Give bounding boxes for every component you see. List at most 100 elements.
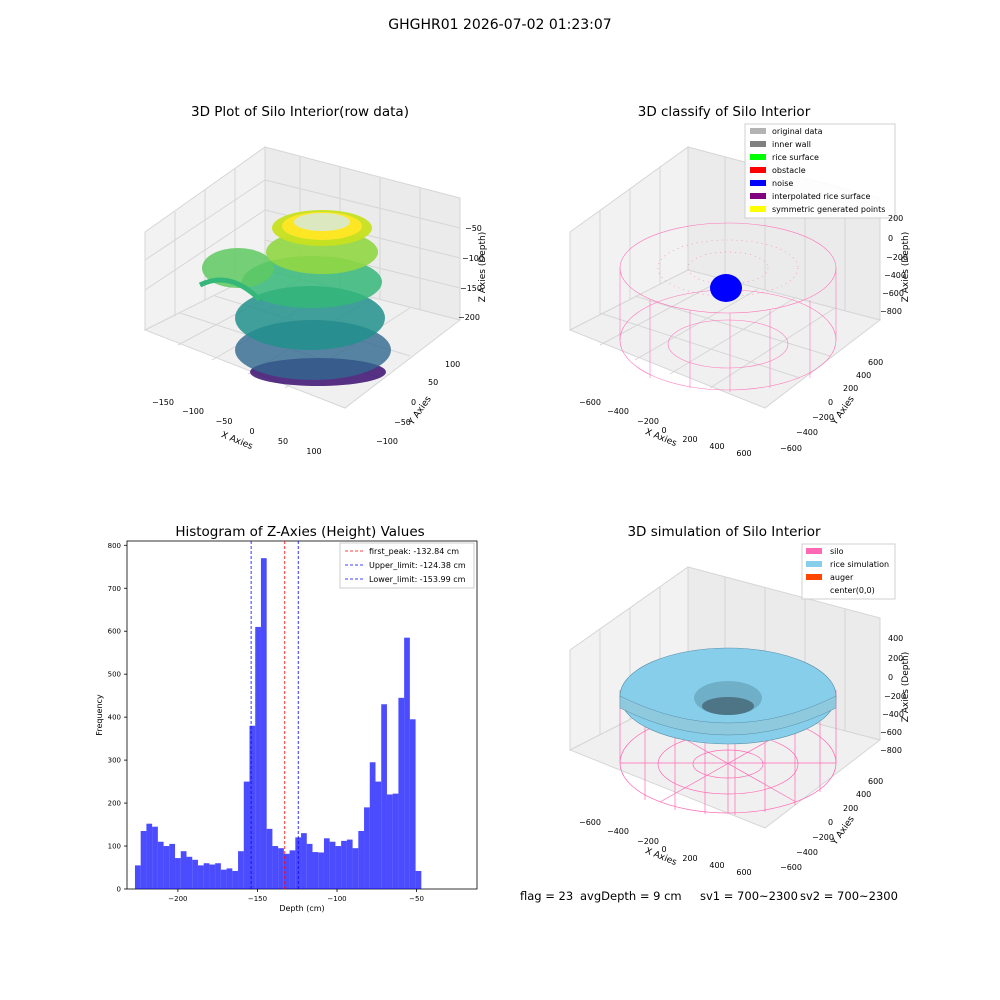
classify-legend: original data inner wall rice surface ob… [744,123,896,219]
histogram-bar [255,626,261,889]
classify-axes-box [568,146,882,409]
simulation-x-tick: −600 [579,818,601,827]
histogram-bar [203,863,210,889]
simulation-z-tick: −200 [884,692,906,701]
legend-label: auger [830,573,854,582]
legend-label: first_peak: -132.84 cm [369,547,459,556]
histogram-bar [249,725,256,889]
histogram-bar [163,846,170,889]
histogram-bar [398,697,405,889]
simulation-y-tick: −600 [780,863,802,872]
simulation-y-label: Y Axies [829,814,857,847]
legend-label: Lower_limit: -153.99 cm [369,575,466,584]
histogram-y-label: Frequency [95,694,104,736]
histogram-bar [369,762,376,889]
histogram-x-label: Depth (cm) [279,904,324,913]
legend-label: center(0,0) [830,586,875,595]
status-sv1: sv1 = 700~2300 [700,889,798,903]
raw-scatter-points [198,210,391,386]
x-tick-label: −200 [168,895,187,903]
raw-x-tick: −50 [216,417,233,426]
raw-y-tick: −100 [376,437,398,446]
histogram-bar [238,851,244,889]
classify-plot-title: 3D classify of Silo Interior [637,104,811,120]
simulation-z-tick: 400 [888,634,903,643]
legend-swatch [806,548,822,554]
legend-swatch [750,193,766,199]
histogram-bar [266,828,273,889]
y-tick-label: 500 [108,671,121,679]
histogram-bar [243,781,250,889]
classify-x-tick: 600 [736,449,751,458]
histogram-bar [415,870,422,889]
y-tick-label: 800 [108,542,121,550]
classify-y-tick: 200 [843,384,858,393]
legend-swatch [750,180,766,186]
raw-z-tick: −150 [460,284,482,293]
raw-plot-title: 3D Plot of Silo Interior(row data) [191,104,409,120]
status-avg-depth: avgDepth = 9 cm [580,889,682,903]
simulation-y-tick: −400 [796,848,818,857]
legend-swatch [750,206,766,212]
classify-z-tick: −200 [886,253,908,262]
histogram-bar [318,852,324,889]
histogram-x-ticks: −200 −150 −100 −50 [168,889,424,903]
histogram-y-ticks: 0 100 200 300 400 500 600 700 800 [108,542,127,894]
simulation-z-tick: 0 [888,673,893,682]
classify-x-tick: 400 [709,442,724,451]
histogram-bar [157,841,164,889]
y-tick-label: 300 [108,757,121,765]
simulation-y-tick: 600 [868,777,883,786]
classify-x-tick: 200 [682,435,697,444]
histogram-bar [152,826,158,889]
histogram-legend: first_peak: -132.84 cm Upper_limit: -124… [339,542,475,589]
simulation-z-label: Z Axies (Depth) [901,652,911,723]
simulation-silo-wireframe [619,690,837,815]
simulation-z-tick: −600 [880,728,902,737]
histogram-bar [404,637,410,889]
histogram-bar [375,781,382,889]
histogram-bar [329,841,336,889]
raw-y-tick: 50 [428,378,438,387]
y-tick-label: 700 [108,585,121,593]
histogram-bar [323,838,330,889]
histogram-bar [226,868,233,889]
classify-3d-plot: original data inner wall rice surface ob… [568,123,911,458]
histogram-bar [335,846,342,889]
legend-swatch [750,141,766,147]
classify-z-tick: −800 [880,307,902,316]
legend-label: original data [772,127,823,136]
histogram-bar [312,852,319,889]
histogram-bar [341,840,347,889]
legend-label: interpolated rice surface [772,192,870,201]
histogram-title: Histogram of Z-Axies (Height) Values [175,524,425,540]
legend-label: rice simulation [830,560,889,569]
raw-y-tick: 100 [445,360,460,369]
raw-y-tick: 0 [411,398,416,407]
y-tick-label: 200 [108,800,121,808]
simulation-x-tick: −200 [637,837,659,846]
classify-y-label: Y Axies [829,394,857,427]
simulation-rice-surface [619,647,837,745]
simulation-y-tick: 0 [828,818,833,827]
simulation-x-tick: 600 [736,868,751,877]
histogram-bar [186,856,193,889]
legend-label: silo [830,547,844,556]
legend-swatch [750,167,766,173]
raw-z-label: Z Axies (Depth) [478,232,488,303]
classify-x-tick: 0 [661,426,666,435]
histogram-bar [289,850,296,889]
histogram-bar [364,807,370,889]
histogram-bar [392,793,399,889]
histogram-bar [220,869,227,889]
histogram-bar [260,558,267,889]
legend-label: noise [772,179,793,188]
histogram-bars [134,558,422,889]
classify-y-tick: 600 [868,358,883,367]
classify-tick-labels: −600 −400 −200 0 200 400 600 −600 −400 −… [579,214,908,458]
histogram-bar [197,865,204,889]
histogram-bar [175,858,181,889]
y-tick-label: 0 [117,886,121,894]
histogram-bar [283,853,290,889]
x-tick-label: −150 [248,895,267,903]
